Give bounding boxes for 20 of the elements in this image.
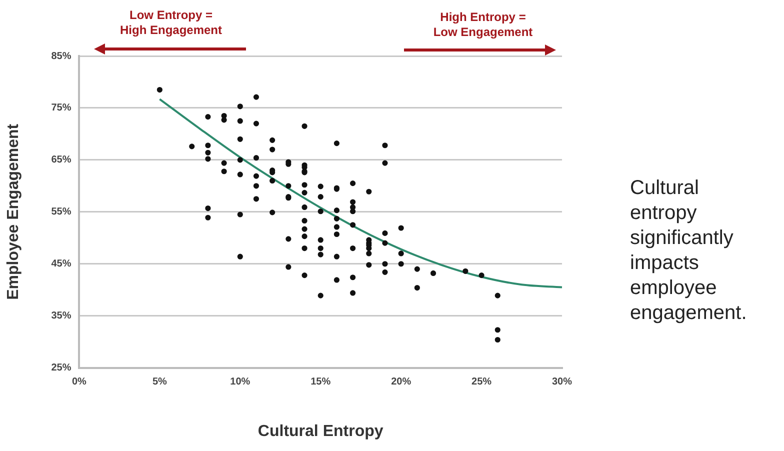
x-tick-label: 25% bbox=[472, 376, 492, 388]
y-tick-label: 65% bbox=[51, 154, 72, 166]
y-tick-label: 85% bbox=[51, 50, 72, 62]
y-tick-label: 45% bbox=[51, 258, 72, 270]
y-tick-label: 55% bbox=[51, 206, 72, 218]
text: Low Entropy = High Engagement bbox=[118, 8, 223, 38]
x-tick-label: 20% bbox=[391, 376, 412, 388]
y-tick-label: 75% bbox=[51, 102, 72, 114]
x-tick-label: 15% bbox=[310, 376, 331, 388]
y-tick-label: 35% bbox=[51, 310, 72, 322]
text: High Entropy = Low Engagement bbox=[432, 10, 534, 40]
x-axis-title: Cultural Entropy bbox=[258, 422, 384, 440]
x-tick-label: 5% bbox=[152, 376, 168, 388]
y-axis-title: Employee Engagement bbox=[5, 123, 22, 300]
x-tick-label: 0% bbox=[72, 376, 87, 388]
x-tick-label: 10% bbox=[230, 376, 250, 388]
y-tick-label: 25% bbox=[51, 362, 72, 374]
text: Cultural entropy significantly impacts employee engagement. bbox=[630, 176, 748, 326]
line-series bbox=[158, 98, 562, 288]
x-tick-label: 30% bbox=[552, 376, 572, 388]
